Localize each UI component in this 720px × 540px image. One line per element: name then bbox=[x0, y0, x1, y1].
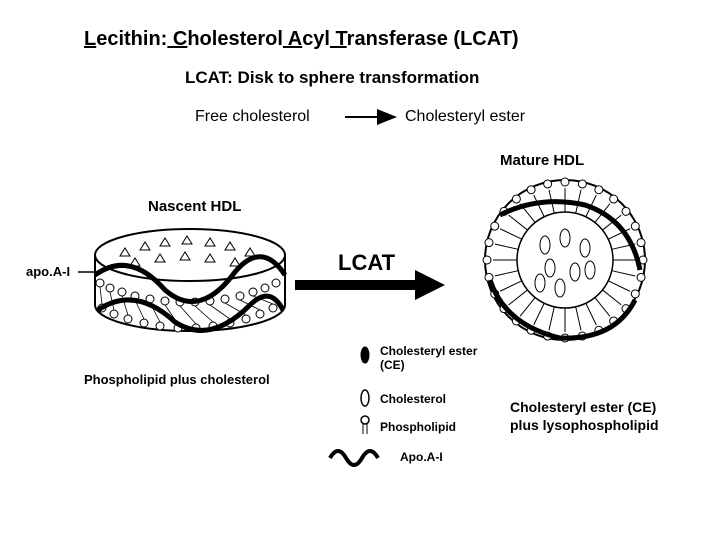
legend-apo-icon bbox=[330, 451, 378, 465]
lcat-arrow-icon bbox=[295, 270, 445, 300]
mature-hdl-sphere-icon bbox=[483, 178, 647, 342]
legend-pl-icon bbox=[361, 416, 369, 434]
legend-ce-icon bbox=[361, 347, 369, 363]
diagram-svg bbox=[0, 0, 720, 540]
legend-chol-icon bbox=[361, 390, 369, 406]
nascent-hdl-disk-icon bbox=[95, 229, 285, 332]
